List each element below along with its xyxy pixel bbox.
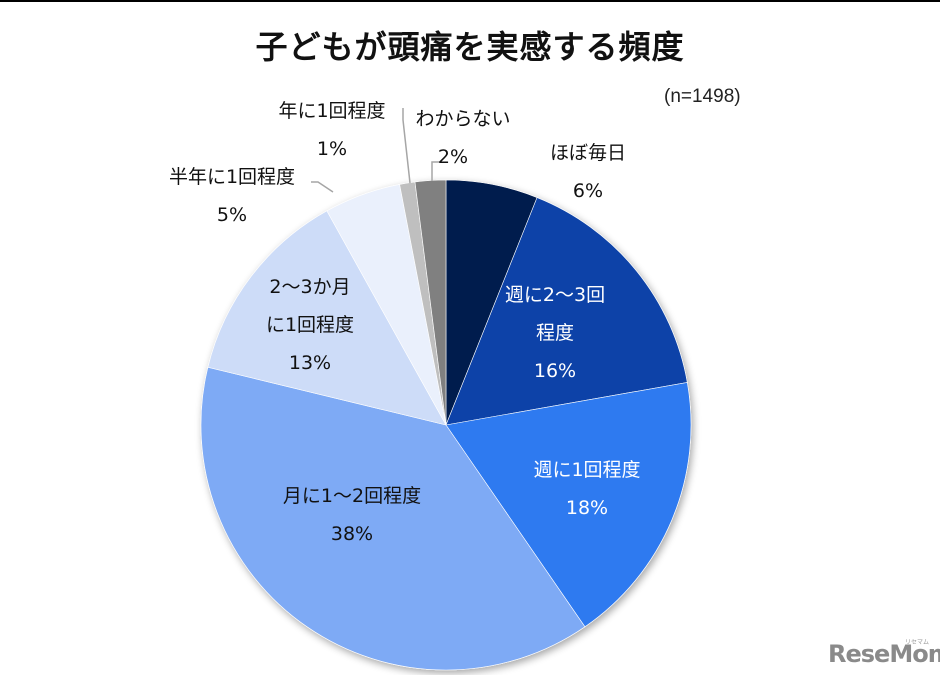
leader-line-half-year bbox=[311, 181, 334, 193]
sample-size-note: (n=1498) bbox=[664, 86, 741, 107]
label-bimonthly: 2〜3か月 に1回程度 13% bbox=[240, 268, 380, 382]
label-half-year-name: 半年に1回程度 bbox=[168, 166, 296, 188]
pie-slice-2 bbox=[445, 197, 688, 426]
pie-slice-3 bbox=[445, 382, 692, 628]
pie-slice-5 bbox=[207, 210, 447, 426]
chart-title: 子どもが頭痛を実感する頻度 bbox=[255, 28, 685, 66]
label-weekly-2-3-value: 16% bbox=[533, 360, 577, 382]
label-yearly: 年に1回程度 1% bbox=[262, 92, 402, 168]
resemom-logo: ReseMom bbox=[828, 640, 940, 668]
label-weekly-2-3-name-cont: 程度 bbox=[535, 322, 574, 344]
label-yearly-name: 年に1回程度 bbox=[278, 100, 386, 122]
leader-line-yearly bbox=[402, 108, 411, 184]
label-bimonthly-value: 13% bbox=[288, 352, 332, 374]
label-half-year-value: 5% bbox=[216, 204, 248, 226]
label-daily-name: ほぼ毎日 bbox=[549, 142, 626, 164]
leader-line-unknown bbox=[431, 161, 440, 181]
label-yearly-value: 1% bbox=[316, 138, 348, 160]
pie-slices bbox=[200, 179, 692, 671]
label-weekly-1-name: 週に1回程度 bbox=[533, 459, 641, 481]
top-border-line bbox=[0, 0, 940, 2]
leader-lines bbox=[311, 108, 440, 193]
label-unknown: わからない 2% bbox=[398, 100, 528, 176]
label-unknown-value: 2% bbox=[437, 146, 469, 168]
label-weekly-1-value: 18% bbox=[565, 497, 609, 519]
label-half-year: 半年に1回程度 5% bbox=[152, 158, 312, 234]
resemom-logo-kana: リセマム bbox=[905, 639, 930, 646]
label-monthly-1-2: 月に1〜2回程度 38% bbox=[262, 477, 442, 553]
label-daily: ほぼ毎日 6% bbox=[528, 134, 648, 210]
pie-slice-4 bbox=[200, 366, 586, 671]
label-weekly-2-3-name: 週に2〜3回 bbox=[504, 284, 606, 306]
label-weekly-2-3: 週に2〜3回 程度 16% bbox=[490, 276, 620, 390]
label-daily-value: 6% bbox=[572, 180, 604, 202]
label-monthly-1-2-name: 月に1〜2回程度 bbox=[282, 485, 422, 507]
pie-slice-8 bbox=[414, 179, 447, 426]
label-weekly-1: 週に1回程度 18% bbox=[507, 451, 667, 527]
label-monthly-1-2-value: 38% bbox=[330, 523, 374, 545]
label-bimonthly-name: 2〜3か月 bbox=[269, 276, 351, 298]
label-unknown-name: わからない bbox=[415, 108, 511, 130]
label-bimonthly-name-cont: に1回程度 bbox=[265, 314, 355, 336]
